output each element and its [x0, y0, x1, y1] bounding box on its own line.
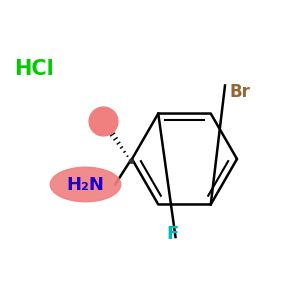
Text: Br: Br — [230, 82, 250, 100]
Circle shape — [89, 107, 118, 136]
Ellipse shape — [50, 167, 121, 202]
Text: H₂N: H₂N — [67, 176, 104, 194]
Text: F: F — [167, 225, 178, 243]
Text: HCl: HCl — [15, 59, 54, 79]
